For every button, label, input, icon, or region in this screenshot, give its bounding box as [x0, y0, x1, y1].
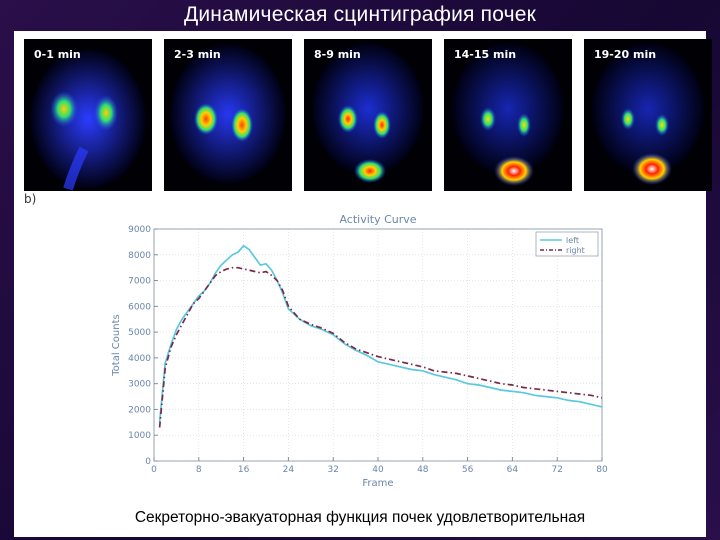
legend-box: [535, 231, 599, 257]
scintigraphy-strip: 0-1 min: [24, 39, 712, 199]
x-tick-label: 32: [327, 465, 338, 475]
x-tick-label: 72: [551, 465, 562, 475]
scan-frame-4: 14-15 min: [444, 39, 572, 191]
legend-label-right: right: [566, 246, 585, 255]
scan-frame-5: 19-20 min: [584, 39, 712, 191]
x-tick-label: 64: [507, 465, 519, 475]
scan-frame-3: 8-9 min: [304, 39, 432, 191]
chart-title: Activity Curve: [339, 213, 416, 226]
y-axis-label: Total Counts: [111, 314, 122, 376]
y-tick-label: 3000: [128, 380, 151, 390]
scan-label-2: 2-3 min: [174, 48, 221, 61]
y-tick-label: 6000: [128, 302, 151, 312]
scan-frame-1: 0-1 min: [24, 39, 152, 191]
x-tick-label: 56: [462, 465, 474, 475]
scan-frame-2: 2-3 min: [164, 39, 292, 191]
panel-label: b): [24, 192, 37, 206]
x-tick-label: 24: [283, 465, 295, 475]
plot-frame: [153, 228, 603, 462]
y-tick-label: 7000: [128, 277, 151, 287]
legend-label-left: left: [566, 236, 579, 245]
scan-label-3: 8-9 min: [314, 48, 361, 61]
slide-caption: Секреторно-эвакуаторная функция почек уд…: [134, 509, 586, 526]
series-line-right: [158, 266, 603, 428]
scan-image-3: [312, 43, 424, 183]
scan-label-1: 0-1 min: [34, 48, 81, 61]
x-axis-label: Frame: [362, 478, 393, 489]
y-tick-label: 1000: [128, 431, 151, 441]
y-tick-label: 0: [145, 457, 151, 467]
scan-image-4: [452, 43, 564, 186]
x-tick-label: 80: [596, 465, 608, 475]
scan-image-5: [592, 43, 704, 185]
y-tick-label: 5000: [128, 328, 151, 338]
x-tick-label: 40: [372, 465, 384, 475]
scan-image-2: [170, 44, 286, 184]
series-line-left: [158, 244, 603, 423]
y-tick-label: 8000: [128, 251, 151, 261]
slide-title: Динамическая сцинтиграфия почек: [183, 3, 537, 26]
x-tick-label: 48: [417, 465, 429, 475]
scan-label-5: 19-20 min: [594, 48, 657, 61]
y-tick-label: 2000: [128, 405, 151, 415]
scan-label-4: 14-15 min: [454, 48, 517, 61]
x-tick-label: 0: [151, 465, 157, 475]
scan-image-1: [30, 49, 146, 191]
y-tick-label: 9000: [128, 225, 151, 235]
x-tick-label: 8: [196, 465, 202, 475]
figure-panel: 0-1 min: [14, 31, 712, 537]
activity-curve-chart: 0 1000 2000 3000 4000 5000 6000 7000 8000 9000 0 8 1…: [111, 213, 608, 489]
x-tick-label: 16: [238, 465, 250, 475]
y-tick-label: 4000: [128, 354, 151, 364]
